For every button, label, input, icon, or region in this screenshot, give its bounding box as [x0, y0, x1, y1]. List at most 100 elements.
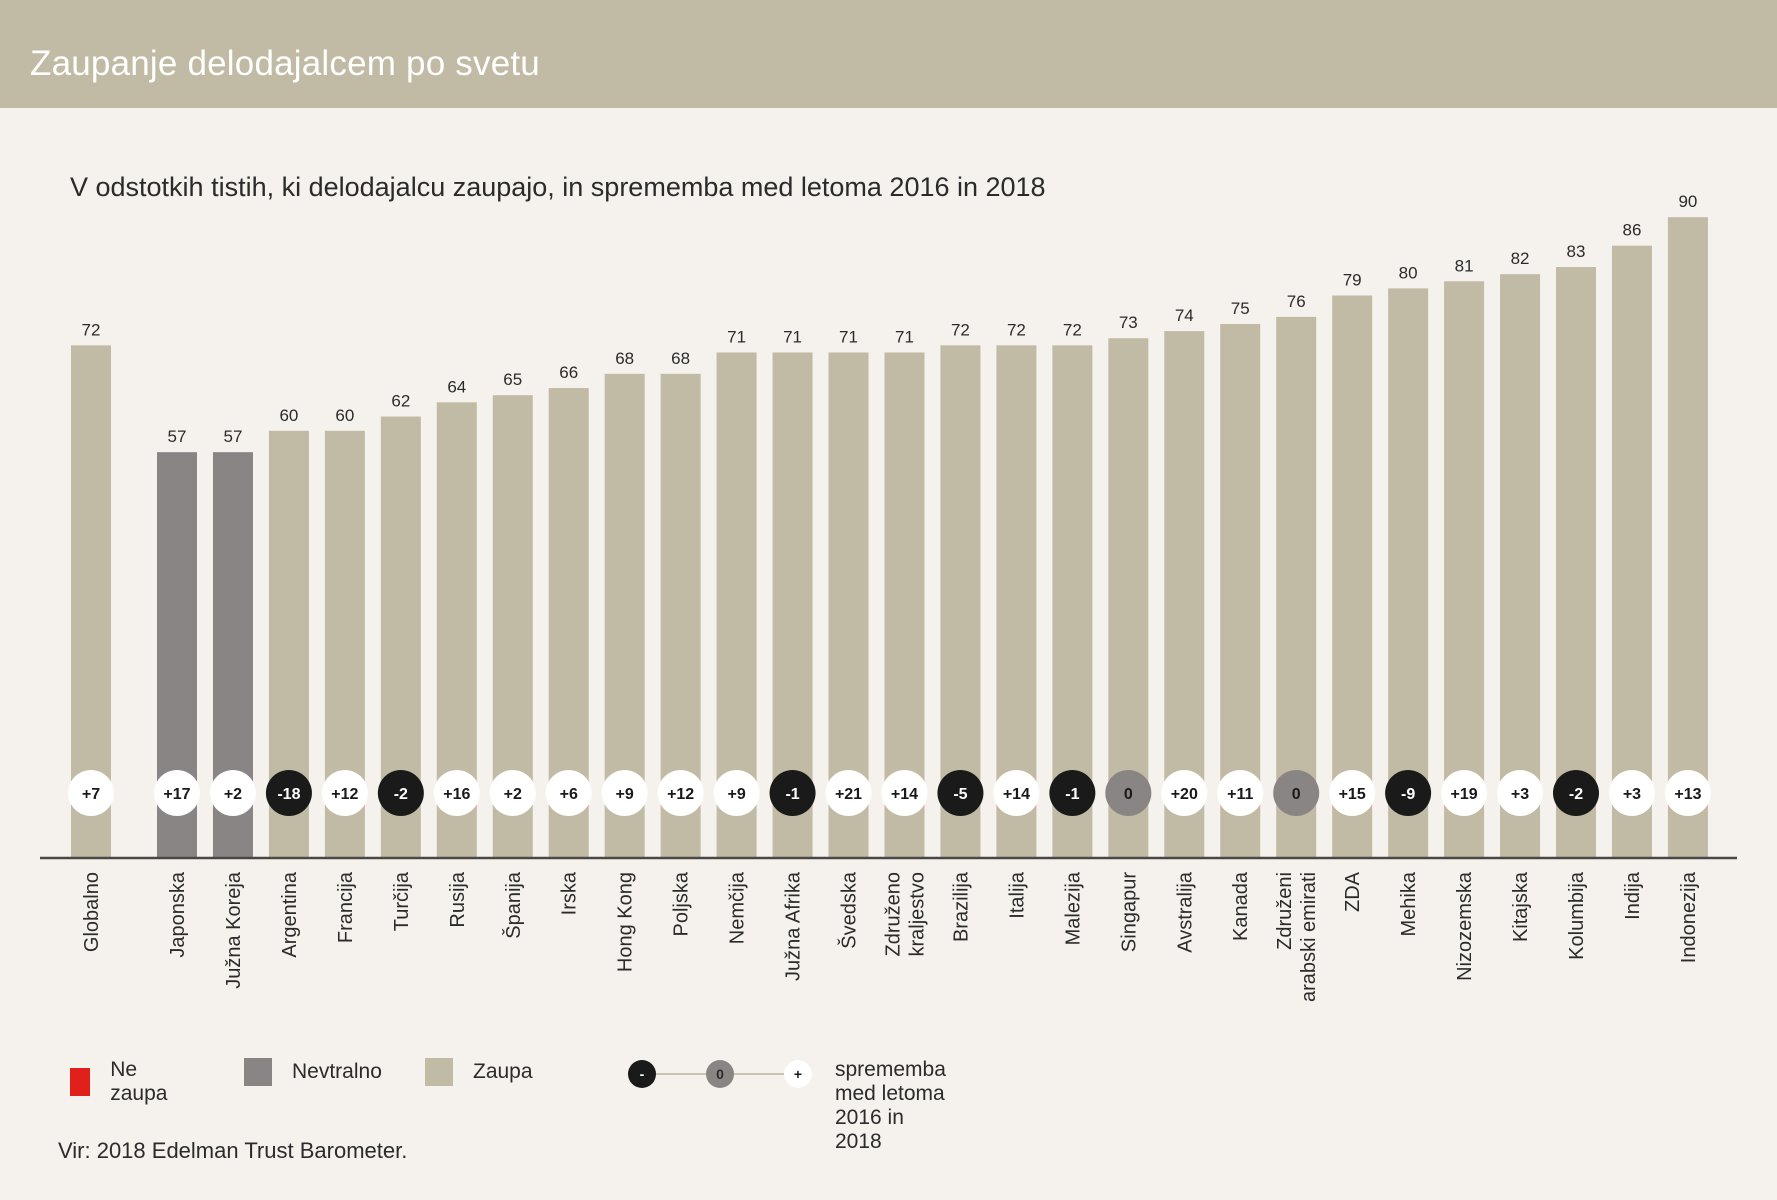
change-marker	[1385, 770, 1432, 816]
value-label: 68	[615, 349, 634, 368]
change-marker	[1497, 770, 1544, 816]
change-marker	[433, 770, 480, 816]
change-marker	[377, 770, 424, 816]
value-label: 72	[1007, 320, 1026, 339]
category-label: Poljska	[671, 871, 693, 936]
legend-swatch-neutral	[244, 1058, 272, 1086]
change-positive-icon	[784, 1060, 812, 1088]
value-label: 57	[168, 427, 187, 446]
value-label: 68	[671, 349, 690, 368]
category-label: Španija	[502, 871, 525, 939]
change-marker	[1273, 770, 1320, 816]
change-marker	[1161, 770, 1208, 816]
page-title: Zaupanje delodajalcem po svetu	[30, 44, 540, 83]
legend-swatch-distrust	[70, 1068, 91, 1096]
category-label: Kanada	[1230, 871, 1252, 941]
change-marker	[937, 770, 984, 816]
category-label: Indonezija	[1678, 871, 1700, 963]
source-note: Vir: 2018 Edelman Trust Barometer.	[58, 1138, 408, 1163]
legend-label-trust: Zaupa	[473, 1060, 533, 1083]
change-label: +17	[163, 786, 190, 803]
category-label: Južna Afrika	[783, 871, 805, 981]
bar-nizozemska	[1444, 281, 1485, 858]
chart-subtitle: V odstotkih tistih, ki delodajalcu zaupa…	[70, 172, 1046, 202]
change-label: -2	[394, 786, 408, 803]
bar-kitajska	[1500, 274, 1541, 858]
category-label: Turčija	[391, 871, 413, 931]
change-negative-icon	[628, 1060, 656, 1088]
change-markers-group: +7 +17 +2 -18 +12 -2 +16 +2 +6 +9 +12 +9 -1 +21 +14 -5 +…	[68, 770, 1711, 816]
change-marker	[489, 770, 536, 816]
change-label: -1	[1065, 786, 1079, 803]
category-label: arabski emirati	[1298, 872, 1320, 1002]
category-label: Nizozemska	[1454, 871, 1476, 981]
change-label: +12	[331, 786, 358, 803]
change-label: +11	[1227, 786, 1253, 803]
value-label: 72	[82, 320, 101, 339]
legend-swatch-trust	[425, 1058, 453, 1086]
change-label: +19	[1451, 786, 1478, 803]
change-marker	[713, 770, 760, 816]
change-marker	[1608, 770, 1655, 816]
bar-kanada	[1220, 324, 1261, 858]
value-label: 71	[727, 327, 746, 346]
change-label: -9	[1401, 786, 1415, 803]
change-marker	[154, 770, 200, 816]
value-label: 71	[839, 327, 858, 346]
change-marker	[68, 770, 114, 816]
value-label: 86	[1622, 221, 1641, 240]
legend-label-neutral: Nevtralno	[292, 1060, 382, 1083]
change-label: +6	[560, 786, 578, 803]
change-marker	[1441, 770, 1488, 816]
category-label: Argentina	[279, 871, 301, 957]
value-label: 90	[1678, 192, 1697, 211]
category-label: Avstralija	[1174, 871, 1196, 953]
value-label: 79	[1343, 271, 1362, 290]
change-label: +2	[224, 786, 242, 803]
category-label: Nemčija	[727, 871, 749, 944]
value-labels-group: 72 57 57 60 60 62 64 65 66 68 68 71 71 71 71 72 72 72 73 74…	[82, 192, 1698, 446]
change-marker	[545, 770, 592, 816]
legend-label-distrust: Ne zaupa	[110, 1058, 168, 1105]
category-label: Irska	[559, 871, 581, 915]
change-marker	[993, 770, 1040, 816]
change-label: 0	[1292, 786, 1301, 803]
bar-chart: 72 57 57 60 60 62 64 65 66 68 68 71 71 71 71 72 72 72 73 74…	[40, 192, 1737, 1002]
change-label: -1	[785, 786, 799, 803]
category-label: Hong Kong	[615, 872, 637, 972]
change-marker	[1329, 770, 1376, 816]
change-marker	[321, 770, 368, 816]
value-label: 71	[895, 327, 914, 346]
category-label: Singapur	[1118, 872, 1140, 952]
change-label: +3	[1623, 786, 1641, 803]
value-label: 72	[951, 320, 970, 339]
category-label: Japonska	[167, 871, 189, 957]
value-label: 64	[447, 377, 466, 396]
bar-zda	[1332, 295, 1373, 858]
value-label: 57	[223, 427, 242, 446]
change-marker	[601, 770, 648, 816]
change-marker	[825, 770, 872, 816]
change-marker	[769, 770, 816, 816]
value-label: 66	[559, 363, 578, 382]
change-marker	[1105, 770, 1152, 816]
value-label: 73	[1119, 313, 1138, 332]
category-label: Brazilija	[950, 871, 972, 942]
change-label: +16	[443, 786, 470, 803]
bar-kolumbija	[1556, 267, 1596, 858]
category-label: Kolumbija	[1566, 871, 1588, 960]
category-label: Kitajska	[1510, 871, 1532, 942]
value-label: 80	[1399, 263, 1418, 282]
bars-group	[71, 217, 1708, 858]
category-label: Globalno	[81, 872, 103, 952]
change-marker	[1049, 770, 1096, 816]
change-label: +15	[1339, 786, 1366, 803]
change-negative-symbol: -	[640, 1066, 645, 1082]
change-marker	[657, 770, 704, 816]
bar-indonezija	[1667, 217, 1708, 858]
change-label: +9	[727, 786, 745, 803]
change-marker	[1217, 770, 1264, 816]
change-positive-symbol: +	[794, 1066, 802, 1082]
change-zero-icon	[706, 1060, 734, 1088]
change-marker	[881, 770, 928, 816]
